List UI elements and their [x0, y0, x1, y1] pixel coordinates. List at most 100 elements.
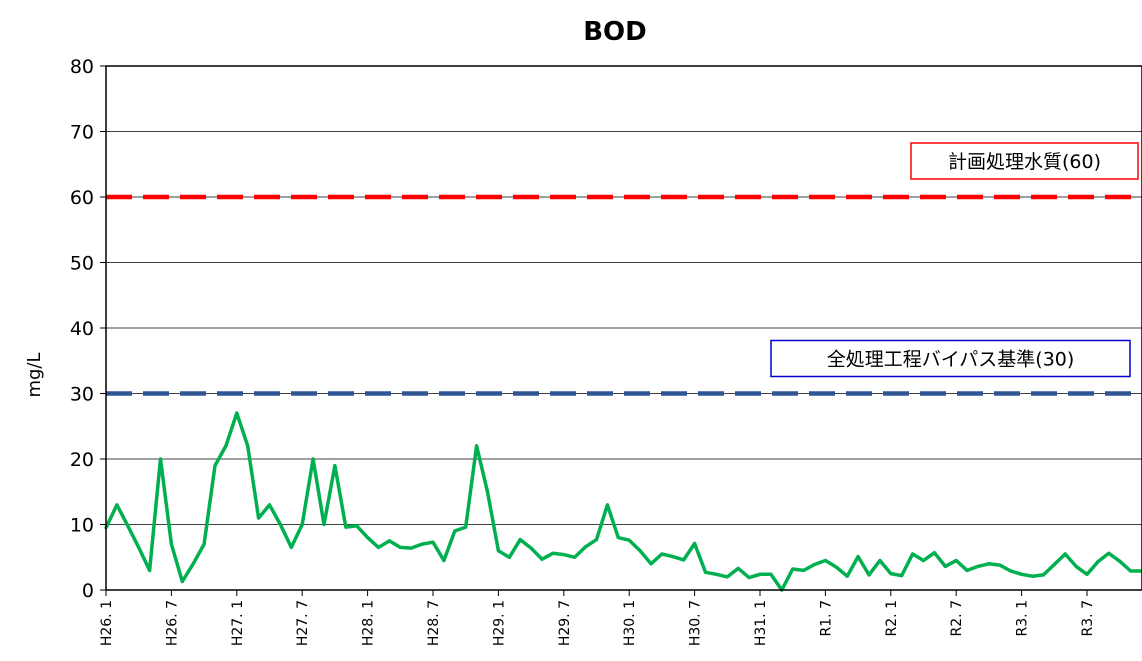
data-point	[1096, 560, 1100, 564]
y-tick-labels: 0 10 20 30 40 50 60 70 80	[70, 56, 94, 602]
data-point	[1030, 574, 1035, 578]
data-point	[758, 572, 762, 576]
data-point	[475, 444, 479, 448]
data-point	[246, 444, 250, 448]
data-point	[1009, 569, 1013, 573]
data-point	[747, 575, 751, 580]
plot-frame	[105, 65, 1142, 591]
data-point	[627, 538, 631, 542]
x-tick-label: H28. 7	[426, 600, 442, 646]
data-point	[311, 457, 315, 461]
data-point	[791, 567, 795, 571]
series-line	[104, 411, 1142, 592]
data-point	[148, 568, 152, 572]
data-point	[714, 572, 719, 576]
data-point	[224, 444, 228, 448]
data-point	[496, 549, 500, 553]
data-point	[267, 503, 272, 507]
data-point	[616, 536, 620, 540]
data-point	[889, 572, 893, 576]
y-tick-label: 80	[70, 56, 94, 78]
reference-annotations: 計画処理水質(60) 全処理工程バイパス基準(30)	[770, 142, 1139, 378]
x-tick-label: R2. 1	[884, 600, 900, 636]
data-point	[867, 573, 871, 577]
data-point	[769, 572, 773, 576]
x-tick-label: R1. 7	[818, 600, 834, 636]
data-point	[562, 553, 566, 557]
data-point	[823, 558, 828, 563]
data-point	[812, 562, 817, 567]
data-point	[464, 525, 468, 529]
x-tick-label: H26. 1	[99, 600, 115, 646]
data-point	[954, 558, 958, 563]
data-point	[1118, 559, 1122, 563]
data-point	[126, 524, 130, 528]
data-point	[235, 411, 239, 415]
data-point	[1063, 552, 1067, 556]
data-point	[300, 522, 304, 527]
data-point	[431, 540, 435, 544]
y-tick-label: 30	[70, 384, 94, 406]
data-point	[191, 562, 195, 566]
data-point	[485, 490, 490, 494]
data-point	[736, 566, 740, 570]
y-tick-label: 10	[70, 515, 94, 537]
data-point	[355, 524, 359, 528]
data-point	[420, 542, 424, 546]
data-point	[409, 546, 413, 550]
data-point	[278, 522, 282, 527]
chart-title: BOD	[583, 17, 647, 47]
x-tick-label: H29. 7	[557, 600, 573, 646]
reference-lines	[106, 194, 1142, 396]
x-tick-labels: H26. 1 H26. 7 H27. 1 H27. 7 H28. 1 H28. 7 H29.…	[99, 600, 1096, 646]
data-point	[671, 554, 675, 559]
x-tick-label: H29. 1	[491, 600, 507, 646]
y-tick-label: 20	[70, 449, 94, 471]
data-point	[137, 545, 141, 550]
data-point	[845, 574, 849, 578]
data-point	[169, 542, 173, 546]
data-point	[638, 549, 642, 553]
data-point	[573, 555, 577, 559]
data-point	[366, 536, 370, 540]
reference-label-box-30	[770, 339, 1131, 378]
data-point	[322, 522, 326, 527]
y-tick-label: 40	[70, 318, 94, 340]
x-tick-label: H27. 7	[295, 600, 311, 646]
data-point	[180, 579, 184, 584]
y-tick-label: 70	[70, 122, 94, 144]
x-tick-label: H27. 1	[230, 600, 246, 646]
data-point	[442, 558, 446, 563]
x-tick-label: H31. 1	[753, 600, 769, 646]
data-point	[943, 564, 947, 569]
data-point	[682, 558, 686, 562]
data-point	[605, 503, 610, 507]
data-point	[703, 570, 708, 574]
x-tick-label: R2. 7	[949, 600, 965, 636]
y-tick-label: 60	[70, 187, 94, 209]
data-point	[649, 562, 653, 566]
reference-label-30: 全処理工程バイパス基準(30)	[827, 349, 1075, 371]
data-point	[551, 551, 555, 555]
data-point	[660, 552, 664, 556]
data-point	[921, 558, 926, 563]
data-point	[725, 575, 729, 579]
data-point	[878, 558, 882, 563]
data-point	[1129, 569, 1133, 573]
x-tick-label: H30. 7	[688, 600, 704, 646]
reference-label-box-60	[910, 142, 1139, 180]
data-point	[584, 545, 588, 549]
data-point	[1041, 573, 1045, 577]
data-point	[1020, 572, 1024, 576]
x-tick-label: H28. 1	[361, 600, 377, 646]
data-point	[911, 552, 915, 556]
y-tick-label: 50	[70, 253, 94, 275]
data-point	[856, 554, 860, 559]
data-point	[398, 545, 402, 550]
data-point	[1074, 564, 1078, 569]
data-point	[202, 542, 206, 546]
data-point	[594, 537, 599, 542]
data-point	[529, 546, 533, 550]
data-point	[834, 565, 838, 569]
